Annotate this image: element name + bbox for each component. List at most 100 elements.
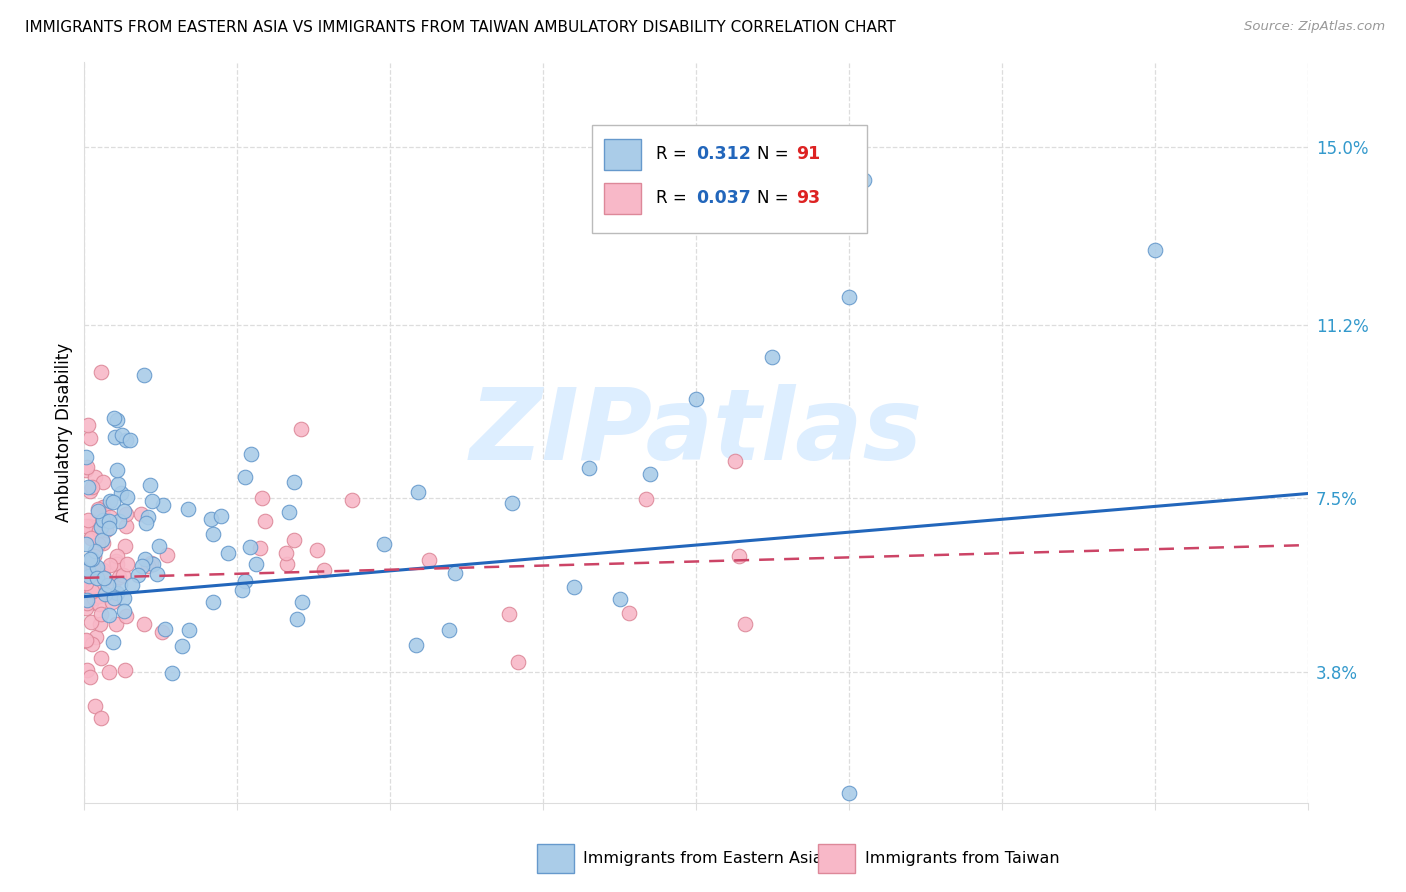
Point (79, 519, 101, 533)
Text: 0.037: 0.037 (696, 189, 751, 207)
Point (105, 586, 128, 600)
Point (145, 567, 167, 582)
Point (373, 537, 395, 551)
Point (83, 549, 105, 564)
Point (97, 514, 120, 528)
Text: N =: N = (758, 189, 794, 207)
Point (609, 591, 631, 606)
Point (142, 557, 165, 571)
Point (176, 502, 198, 516)
Point (79, 431, 101, 445)
Point (94, 523, 117, 537)
Point (838, 786, 860, 800)
Point (136, 559, 159, 574)
Point (107, 549, 129, 563)
Point (638, 467, 661, 481)
Point (91, 513, 114, 527)
Point (82, 579, 104, 593)
Point (233, 574, 256, 588)
Text: ZIPatlas: ZIPatlas (470, 384, 922, 481)
Point (80, 531, 103, 545)
Point (76, 573, 98, 587)
Point (80, 584, 103, 599)
Point (132, 617, 155, 632)
Point (853, 172, 876, 186)
Point (75, 592, 97, 607)
Point (97, 665, 120, 680)
Point (110, 428, 132, 442)
Point (105, 413, 128, 427)
Point (201, 526, 224, 541)
Point (87, 590, 110, 604)
Point (86, 536, 108, 550)
Point (76, 593, 98, 607)
Point (617, 606, 640, 620)
Point (89, 597, 111, 611)
Point (75, 601, 97, 615)
Point (114, 518, 136, 533)
Point (114, 507, 136, 521)
Point (685, 392, 707, 406)
FancyBboxPatch shape (818, 844, 855, 873)
Text: 0.312: 0.312 (696, 145, 751, 162)
Point (139, 556, 162, 570)
Point (90, 365, 112, 379)
Point (90, 520, 112, 534)
Point (76, 418, 98, 433)
FancyBboxPatch shape (605, 183, 641, 214)
Point (93, 587, 115, 601)
Point (76, 459, 98, 474)
Point (77, 579, 100, 593)
Point (290, 422, 312, 436)
Point (104, 617, 127, 632)
Point (155, 622, 177, 636)
Point (79, 552, 101, 566)
Point (838, 290, 860, 304)
Point (634, 491, 657, 506)
Point (152, 498, 174, 512)
Point (75, 634, 97, 648)
Point (101, 595, 124, 609)
Point (141, 493, 163, 508)
Point (79, 531, 101, 545)
Point (91, 568, 114, 582)
Point (90, 651, 112, 665)
Point (249, 541, 271, 555)
Point (502, 496, 524, 510)
Point (290, 595, 312, 609)
Point (91, 475, 114, 490)
Point (209, 508, 232, 523)
Point (179, 623, 201, 637)
Point (75, 562, 97, 576)
Point (90, 607, 112, 622)
Point (131, 559, 153, 574)
Point (83, 698, 105, 713)
Point (75, 518, 97, 533)
Point (98, 494, 121, 508)
Point (75, 537, 97, 551)
Point (84, 469, 107, 483)
Y-axis label: Ambulatory Disability: Ambulatory Disability (55, 343, 73, 522)
Point (118, 433, 141, 447)
Point (93, 500, 115, 514)
Point (724, 454, 747, 468)
Point (76, 596, 98, 610)
Point (150, 625, 173, 640)
Point (84, 544, 107, 558)
Point (114, 539, 136, 553)
Point (276, 557, 298, 571)
Point (101, 578, 124, 592)
Point (132, 368, 155, 382)
Point (89, 523, 111, 537)
Point (252, 491, 274, 506)
Point (105, 557, 128, 571)
Point (342, 492, 364, 507)
Point (201, 595, 224, 609)
Point (93, 571, 115, 585)
Point (104, 430, 127, 444)
Point (98, 558, 121, 573)
Point (239, 540, 262, 554)
Point (444, 566, 467, 580)
Point (76, 664, 98, 678)
FancyBboxPatch shape (592, 126, 868, 233)
